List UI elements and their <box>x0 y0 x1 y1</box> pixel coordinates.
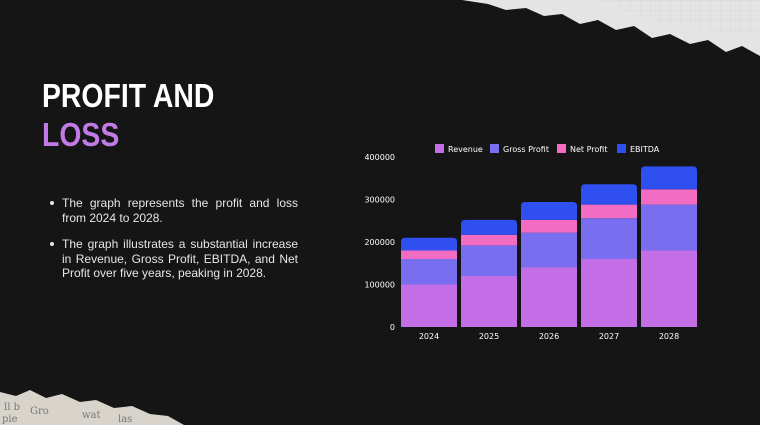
x-tick-label: 2025 <box>479 332 499 341</box>
title-line-1: PROFIT AND <box>42 77 215 114</box>
svg-text:las: las <box>118 414 132 425</box>
bar-segment <box>401 237 457 251</box>
legend-label: Revenue <box>448 145 483 154</box>
newsprint-text-fragments: ll b Gro wat pie las <box>2 402 132 425</box>
bar-segment <box>521 202 577 220</box>
legend-label: Gross Profit <box>503 145 549 154</box>
bullet-item: The graph represents the profit and loss… <box>50 196 298 225</box>
bar-segment <box>581 259 637 327</box>
bullet-item: The graph illustrates a substantial incr… <box>50 237 298 281</box>
y-tick-label: 200000 <box>364 238 395 247</box>
bar-segment <box>521 219 577 233</box>
page-title: PROFIT AND LOSS <box>42 76 214 154</box>
svg-text:pie: pie <box>2 414 18 425</box>
y-tick-label: 400000 <box>364 153 395 162</box>
bar-segment <box>461 276 517 327</box>
bar-segment <box>641 250 697 327</box>
y-tick-label: 0 <box>390 323 395 332</box>
bar-segment <box>401 284 457 327</box>
bar-segment <box>641 166 697 190</box>
legend-swatch <box>435 144 444 153</box>
bar-segment <box>401 259 457 285</box>
x-tick-label: 2024 <box>419 332 439 341</box>
legend-swatch <box>557 144 566 153</box>
svg-text:Gro: Gro <box>30 406 49 417</box>
bar-segment <box>461 245 517 276</box>
bar-segment <box>401 250 457 259</box>
x-tick-label: 2027 <box>599 332 619 341</box>
bar-segment <box>581 204 637 219</box>
bar-segment <box>581 218 637 259</box>
legend-label: EBITDA <box>630 145 660 154</box>
x-tick-label: 2028 <box>659 332 679 341</box>
bar-segment <box>521 267 577 327</box>
svg-text:ll b: ll b <box>4 402 20 413</box>
bar-segment <box>581 184 637 205</box>
x-tick-label: 2026 <box>539 332 559 341</box>
svg-text:wat: wat <box>82 410 101 421</box>
bar-segment <box>521 232 577 268</box>
legend-swatch <box>617 144 626 153</box>
legend-swatch <box>490 144 499 153</box>
bar-segment <box>461 234 517 246</box>
bar-segment <box>461 219 517 235</box>
title-line-2: LOSS <box>42 116 120 153</box>
bar-segment <box>641 204 697 251</box>
torn-paper-bottom-left <box>0 390 184 425</box>
bar-segment <box>641 189 697 205</box>
stacked-bar-chart: Revenue Gross Profit Net Profit EBITDA 0 1000… <box>364 144 697 341</box>
bullet-list: The graph represents the profit and loss… <box>50 196 298 293</box>
y-tick-label: 100000 <box>364 281 395 290</box>
legend-label: Net Profit <box>570 145 607 154</box>
y-tick-label: 300000 <box>364 196 395 205</box>
